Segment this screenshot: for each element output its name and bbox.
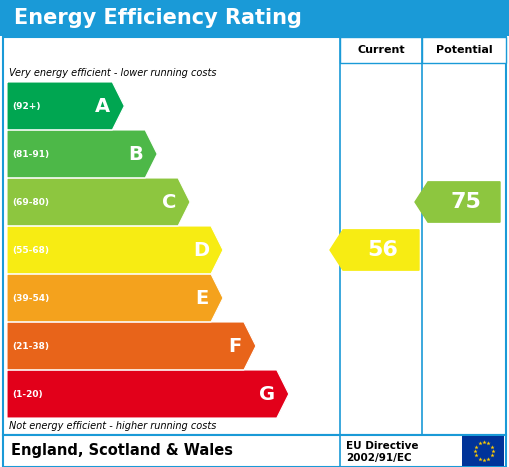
Bar xyxy=(3,37,506,435)
Text: England, Scotland & Wales: England, Scotland & Wales xyxy=(11,444,233,459)
Text: G: G xyxy=(259,384,275,403)
Polygon shape xyxy=(7,370,289,418)
Text: (21-38): (21-38) xyxy=(12,341,49,351)
Text: EU Directive: EU Directive xyxy=(346,441,418,451)
Text: (81-91): (81-91) xyxy=(12,149,49,158)
Text: Current: Current xyxy=(357,45,405,55)
Polygon shape xyxy=(7,274,223,322)
Text: A: A xyxy=(95,97,110,115)
Text: B: B xyxy=(128,144,143,163)
Bar xyxy=(462,436,504,466)
Polygon shape xyxy=(7,130,157,178)
Bar xyxy=(3,435,506,467)
Polygon shape xyxy=(330,230,419,270)
Polygon shape xyxy=(7,226,223,274)
Text: 2002/91/EC: 2002/91/EC xyxy=(346,453,412,463)
Text: Very energy efficient - lower running costs: Very energy efficient - lower running co… xyxy=(9,68,216,78)
Bar xyxy=(340,37,422,63)
Text: E: E xyxy=(196,289,209,307)
Text: Not energy efficient - higher running costs: Not energy efficient - higher running co… xyxy=(9,421,216,431)
Polygon shape xyxy=(415,182,500,222)
Text: D: D xyxy=(193,241,209,260)
Text: (92+): (92+) xyxy=(12,101,41,111)
Text: 75: 75 xyxy=(450,192,482,212)
Text: Potential: Potential xyxy=(436,45,492,55)
Text: (1-20): (1-20) xyxy=(12,389,43,398)
Bar xyxy=(422,37,506,63)
Text: 56: 56 xyxy=(367,240,399,260)
Text: C: C xyxy=(162,192,176,212)
Text: (69-80): (69-80) xyxy=(12,198,49,206)
Polygon shape xyxy=(7,322,256,370)
Text: Energy Efficiency Rating: Energy Efficiency Rating xyxy=(14,8,302,28)
Polygon shape xyxy=(7,82,124,130)
Text: (55-68): (55-68) xyxy=(12,246,49,255)
Bar xyxy=(0,0,509,36)
Polygon shape xyxy=(7,178,190,226)
Text: F: F xyxy=(229,337,242,355)
Text: (39-54): (39-54) xyxy=(12,293,49,303)
